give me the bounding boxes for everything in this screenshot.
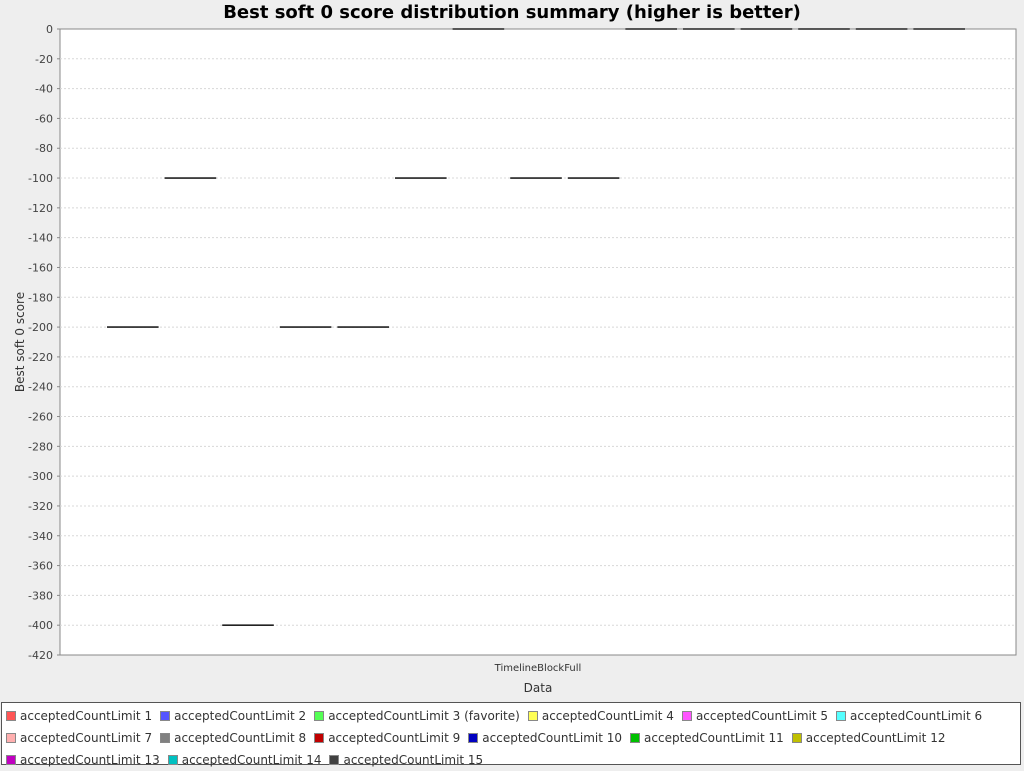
legend-item: acceptedCountLimit 3 (favorite): [312, 706, 520, 727]
legend-swatch: [527, 711, 538, 721]
legend-label: acceptedCountLimit 15: [343, 753, 484, 767]
legend-label: acceptedCountLimit 8: [174, 731, 307, 745]
legend-swatch: [681, 711, 692, 721]
legend-item: acceptedCountLimit 7: [4, 728, 152, 749]
legend-label: acceptedCountLimit 12: [805, 731, 946, 745]
legend-item: acceptedCountLimit 6: [834, 706, 982, 727]
y-tick-label: -420: [28, 649, 53, 662]
legend-label: acceptedCountLimit 9: [328, 731, 461, 745]
y-tick-label: -300: [28, 470, 53, 483]
legend-item: acceptedCountLimit 11: [628, 728, 784, 749]
chart-plot: 0 -20 -40 -60 -80 -100 -120 -140 -160 -180 -200 -22…: [13, 23, 1017, 695]
chart-title: Best soft 0 score distribution summary (…: [223, 2, 801, 23]
y-tick-label: -140: [28, 232, 53, 245]
legend-swatch: [329, 755, 340, 765]
legend-swatch: [314, 733, 325, 743]
legend-item: acceptedCountLimit 5: [680, 706, 828, 727]
legend-item: acceptedCountLimit 10: [466, 728, 622, 749]
y-tick-label: -120: [28, 202, 53, 215]
legend-swatch: [6, 755, 16, 765]
y-tick-label: -100: [28, 172, 53, 185]
legend-label: acceptedCountLimit 14: [181, 753, 322, 767]
legend-item: acceptedCountLimit 9: [312, 728, 460, 749]
legend-label: acceptedCountLimit 4: [541, 709, 674, 723]
y-tick-label: -280: [28, 440, 53, 453]
y-tick-label: -340: [28, 530, 53, 543]
series-marks: [107, 28, 965, 626]
y-tick-label: -260: [28, 411, 53, 424]
y-tick-label: -380: [28, 589, 53, 602]
y-tick-label: -40: [35, 83, 53, 96]
legend-swatch: [468, 733, 479, 743]
legend-swatch: [630, 733, 641, 743]
y-tick-label: -360: [28, 560, 53, 573]
plot-area: [59, 28, 1017, 656]
legend-swatch: [791, 733, 802, 743]
legend-swatch: [6, 733, 16, 743]
legend-label: acceptedCountLimit 2: [174, 709, 307, 723]
y-tick-label: -20: [35, 53, 53, 66]
x-axis-label: Data: [524, 681, 553, 695]
y-tick-label: -180: [28, 291, 53, 304]
legend-swatch: [314, 711, 325, 721]
legend-item: acceptedCountLimit 8: [158, 728, 306, 749]
y-axis-label: Best soft 0 score: [13, 292, 27, 392]
legend-swatch: [167, 755, 178, 765]
legend-label: acceptedCountLimit 10: [482, 731, 623, 745]
y-tick-label: -160: [28, 261, 53, 274]
legend-label: acceptedCountLimit 5: [695, 709, 829, 723]
legend-label: acceptedCountLimit 13: [20, 753, 160, 767]
y-tick-label: 0: [46, 23, 53, 36]
y-tick-label: -80: [35, 142, 53, 155]
legend-item: acceptedCountLimit 15: [327, 750, 483, 771]
legend-swatch: [836, 711, 847, 721]
legend-label: acceptedCountLimit 11: [644, 731, 784, 745]
legend-label: acceptedCountLimit 7: [20, 731, 153, 745]
legend: acceptedCountLimit 1 acceptedCountLimit 2…: [1, 702, 1021, 767]
y-axis-ticks: 0 -20 -40 -60 -80 -100 -120 -140 -160 -180 -200 -22…: [28, 23, 60, 662]
y-tick-label: -60: [35, 112, 53, 125]
legend-item: acceptedCountLimit 1: [4, 706, 152, 727]
y-tick-label: -200: [28, 321, 53, 334]
legend-item: acceptedCountLimit 14: [166, 750, 322, 771]
legend-item: acceptedCountLimit 2: [158, 706, 306, 727]
legend-item: acceptedCountLimit 13: [4, 750, 160, 771]
y-tick-label: -320: [28, 500, 53, 513]
legend-swatch: [160, 733, 171, 743]
legend-item: acceptedCountLimit 4: [526, 706, 674, 727]
legend-label: acceptedCountLimit 3 (favorite): [328, 709, 520, 723]
y-tick-label: -240: [28, 381, 53, 394]
legend-swatch: [6, 711, 16, 721]
y-tick-label: -400: [28, 619, 53, 632]
legend-swatch: [160, 711, 171, 721]
legend-label: acceptedCountLimit 6: [850, 709, 983, 723]
legend-item: acceptedCountLimit 12: [790, 728, 946, 749]
y-tick-label: -220: [28, 351, 53, 364]
legend-label: acceptedCountLimit 1: [20, 709, 153, 723]
x-tick-label: TimelineBlockFull: [494, 663, 582, 674]
